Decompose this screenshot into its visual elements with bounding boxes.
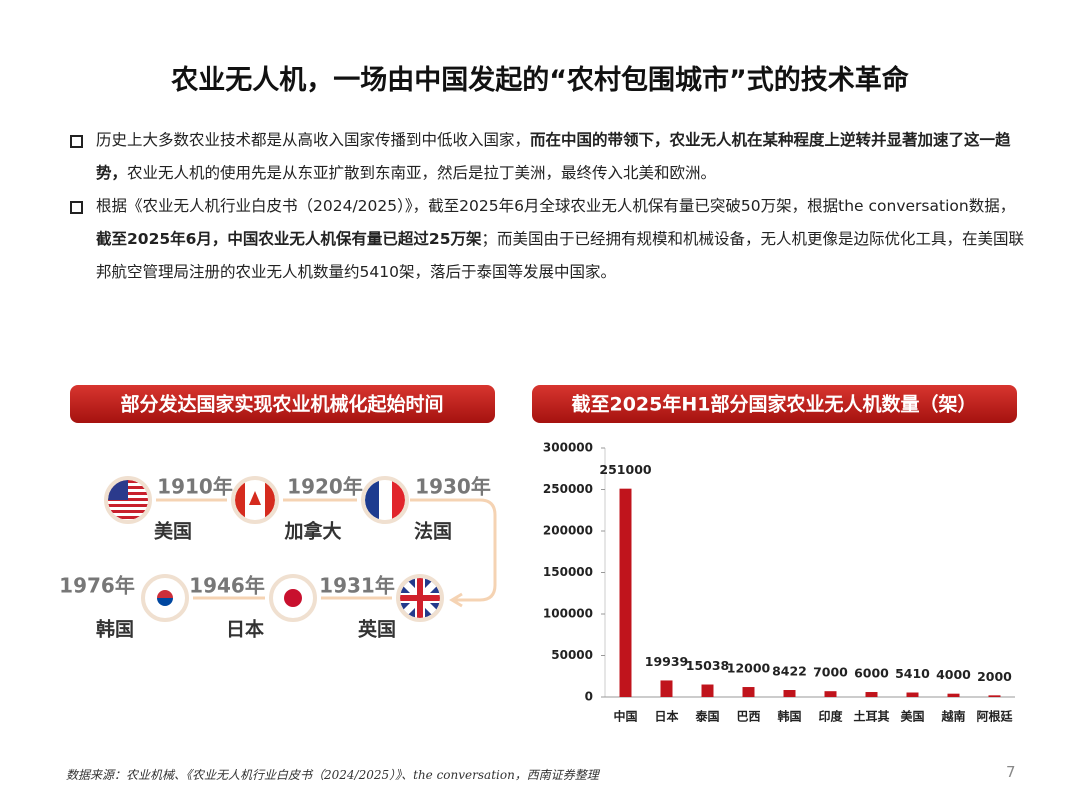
bar — [824, 691, 837, 697]
flag-part — [108, 516, 148, 519]
flag-ring — [396, 574, 444, 622]
flag-part — [379, 480, 392, 520]
x-tick-label: 美国 — [900, 709, 924, 724]
data-label: 5410 — [895, 666, 930, 681]
flag — [365, 480, 405, 520]
flag-part — [249, 491, 261, 505]
timeline-year: 1946年 — [189, 574, 265, 598]
data-label: 19939 — [645, 654, 689, 669]
bar — [988, 695, 1001, 697]
flag-ring — [141, 574, 189, 622]
timeline-country: 英国 — [358, 618, 396, 641]
y-tick-label: 250000 — [543, 482, 593, 496]
connector — [410, 498, 497, 602]
arrow-head — [449, 592, 463, 608]
y-tick-label: 300000 — [543, 441, 593, 455]
bar — [906, 692, 919, 697]
bar — [619, 488, 632, 697]
bar — [660, 680, 673, 697]
flag — [108, 480, 148, 520]
panel-title: 部分发达国家实现农业机械化起始时间 — [120, 393, 443, 416]
data-label: 4000 — [936, 667, 971, 682]
y-tick-label: 0 — [585, 690, 593, 704]
bullet: 根据《农业无人机行业白皮书（2024/2025）》，截至2025年6月全球农业无… — [68, 190, 1028, 289]
y-tick-label: 200000 — [543, 524, 593, 538]
flag-part — [365, 480, 379, 520]
flag-ring — [231, 476, 279, 524]
flag-part — [157, 590, 173, 598]
flag-part — [417, 578, 423, 618]
x-tick-label: 印度 — [818, 709, 843, 724]
bar — [865, 692, 878, 697]
flag — [400, 578, 440, 618]
flag-ring — [361, 476, 409, 524]
source-note: 数据来源：农业机械、《农业无人机行业白皮书（2024/2025）》、the co… — [66, 768, 599, 782]
flag-ring — [269, 574, 317, 622]
timeline-country: 日本 — [226, 618, 264, 641]
flag — [145, 578, 185, 618]
data-label: 251000 — [599, 462, 651, 477]
flag — [273, 578, 313, 618]
bullet-list: 历史上大多数农业技术都是从高收入国家传播到中低收入国家，而在中国的带领下，农业无… — [68, 124, 1028, 289]
bullet-text: 根据《农业无人机行业白皮书（2024/2025）》，截至2025年6月全球农业无… — [96, 197, 1016, 215]
timeline-year: 1920年 — [287, 475, 363, 499]
bullet-text: 历史上大多数农业技术都是从高收入国家传播到中低收入国家， — [96, 131, 531, 149]
data-label: 15038 — [686, 658, 730, 673]
y-tick-label: 100000 — [543, 607, 593, 621]
data-label: 8422 — [772, 664, 807, 679]
x-tick-label: 韩国 — [777, 709, 801, 724]
page-number: 7 — [1006, 763, 1016, 781]
bullet-text: ；而美国由于已经拥有规模和机械设备，无人机更像是边际优化工具，在美国联邦航空管理… — [96, 230, 1025, 281]
timeline-country: 韩国 — [96, 618, 134, 641]
data-label: 2000 — [977, 669, 1012, 684]
x-tick-label: 越南 — [940, 709, 965, 724]
slide-title: 农业无人机，一场由中国发起的“农村包围城市”式的技术革命 — [171, 65, 909, 96]
timeline-country: 美国 — [154, 520, 192, 543]
panel-banner — [532, 385, 1017, 423]
x-tick-label: 泰国 — [694, 709, 719, 724]
bar — [783, 690, 796, 697]
panel-banner — [70, 385, 495, 423]
x-tick-label: 巴西 — [736, 710, 760, 724]
timeline-country: 法国 — [414, 520, 452, 543]
x-tick-label: 阿根廷 — [976, 709, 1013, 724]
timeline-year: 1931年 — [319, 574, 395, 598]
flag-part — [284, 589, 302, 607]
bullet-text: 截至2025年6月，中国农业无人机保有量已超过25万架 — [96, 230, 482, 248]
flag — [235, 480, 275, 520]
chart-title: 截至2025年H1部分国家农业无人机数量（架） — [571, 393, 976, 416]
data-label: 7000 — [813, 665, 848, 680]
x-tick-label: 中国 — [613, 709, 637, 724]
bullet: 历史上大多数农业技术都是从高收入国家传播到中低收入国家，而在中国的带领下，农业无… — [68, 124, 1028, 190]
x-tick-label: 日本 — [654, 709, 678, 724]
flag-part — [108, 480, 128, 500]
bullet-text: 而在中国的带领下，农业无人机在某种程度上逆转并显著加速了这一趋势， — [96, 131, 1011, 182]
bar — [742, 687, 755, 697]
y-tick-label: 150000 — [543, 565, 593, 579]
flag-part — [108, 510, 148, 513]
flag-part — [108, 504, 148, 507]
flag-part — [235, 480, 245, 520]
flag-part — [392, 480, 405, 520]
flag-part — [157, 598, 173, 606]
timeline-year: 1976年 — [59, 574, 135, 598]
flag-ring — [104, 476, 152, 524]
bullet-text: 农业无人机的使用先是从东亚扩散到东南亚，然后是拉丁美洲，最终传入北美和欧洲。 — [127, 164, 717, 182]
data-label: 12000 — [727, 661, 771, 676]
bar — [701, 684, 714, 697]
x-tick-label: 土耳其 — [853, 709, 889, 724]
bar — [947, 693, 960, 697]
timeline-country: 加拿大 — [283, 520, 341, 543]
y-tick-label: 50000 — [551, 648, 593, 662]
timeline-year: 1930年 — [415, 475, 491, 499]
timeline-year: 1910年 — [157, 475, 233, 499]
flag-part — [265, 480, 275, 520]
data-label: 6000 — [854, 666, 889, 681]
